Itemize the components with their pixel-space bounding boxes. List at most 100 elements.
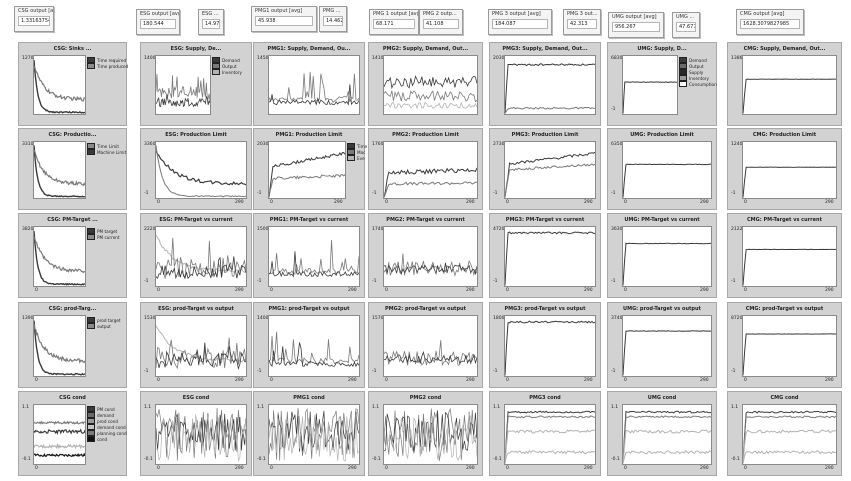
legend-label: Demand [689,57,707,63]
plot-title: ESG cond [182,395,210,401]
plot-panel: CSG cond 1.1 -0.1 0 PM cond demand prod cond de… [18,391,127,476]
plot-area [622,141,712,199]
legend-item: Consumption [679,81,717,87]
monitor-label: ESG output [avg] [140,11,179,17]
plot-panel: CSG: Sinks ... 1270 Time required Time prod… [18,42,128,126]
y-max-label: 2030 [257,142,269,147]
plot-series-line [505,430,595,463]
output-monitor: CSG output [avg] 1.3316375481215 [14,6,54,32]
legend-swatch [87,63,95,69]
plot-area [383,315,478,377]
x-min-label: 0 [744,466,747,471]
y-max-label: 6350 [611,142,623,147]
x-min-label: 0 [385,466,388,471]
x-max-label: 290 [348,466,357,471]
plot-legend: Demand Output Supply Inventory Consumption [679,57,717,87]
plot-panel: CSG: prod-Targ... 1390 0 prod target output [18,302,127,388]
plot-area [155,226,247,287]
legend-label: Time [357,143,368,149]
plot-series-line [623,164,711,197]
plot-lines [384,316,477,376]
plot-series-line [269,414,359,461]
y-min-label: -1 [611,279,616,284]
plot-lines [156,316,246,376]
plot-panel: ESG: Supply, De... 1400 Demand Output Invent… [140,42,252,126]
legend-swatch [87,412,95,418]
plot-panel: UMG: prod-Target vs output 3740 -1 0 290 [607,302,717,388]
monitor-label: UMG output [avg] [612,14,657,20]
legend-item: prod target [87,317,121,323]
legend-swatch [212,63,220,69]
y-min-label: -0.1 [257,457,266,462]
plot-area [504,141,596,199]
plot-series-line [269,342,359,366]
y-max-label: 1400 [257,316,269,321]
plot-series-line [34,60,85,113]
x-min-label: 0 [624,200,627,205]
plot-series-line [34,231,85,285]
plot-title: ESG: prod-Target vs output [158,306,234,312]
legend-swatch [87,228,95,234]
x-max-label: 290 [235,466,244,471]
legend-swatch [87,424,95,430]
plot-area [33,226,86,287]
legend-swatch [679,63,687,69]
plot-series-line [505,321,595,375]
output-monitor: UMG output [avg] 956.267 [608,12,664,38]
output-monitor: ESG output [avg] 180.544 [136,9,180,35]
plot-area [504,404,596,465]
x-max-label: 290 [235,200,244,205]
monitor-label: PMG1 output [avg] [255,8,303,14]
plot-series-line [623,411,711,463]
plot-series-line [384,168,477,197]
plot-area [383,404,478,465]
legend-item: Demand [679,57,710,63]
plot-panel: CSG: PM-Target ... 3820 0 PM target PM curre… [18,213,127,298]
x-min-label: 0 [157,466,160,471]
plot-panel: PMG2: PM-Target vs current 1740 -1 0 290 [368,213,483,298]
legend-swatch [679,81,687,87]
plot-panel: PMG1: Production Limit 2030 -1 0 290 Time Mac E… [253,128,368,210]
plot-series-line [743,249,836,285]
x-min-label: 0 [385,378,388,383]
legend-item: demand cond [87,424,126,430]
plot-lines [743,227,836,286]
plot-legend: prod target output [87,317,121,329]
plot-title: PMG3: Production Limit [511,132,579,138]
plot-panel: PMG2: Supply, Demand, Out... 1410 [368,42,483,126]
y-max-label: 4720 [493,227,505,232]
plot-panel: PMG1: PM-Target vs current 1500 -1 0 290 [253,213,365,298]
y-min-label: -1 [611,191,616,196]
plot-area [383,55,478,115]
plot-title: PMG2: Production Limit [392,132,459,138]
plot-series-line [623,416,711,463]
plot-title: PMG1: PM-Target vs current [269,217,349,223]
legend-item: PM current [87,234,120,240]
plot-panel: PMG1: prod-Target vs output 1400 -1 0 290 [253,302,365,388]
plot-series-line [743,411,836,463]
plot-lines [505,227,595,286]
plot-series-line [34,324,85,362]
plot-lines [623,316,711,376]
monitor-value: 42.313 [567,19,597,29]
plot-series-line [156,238,246,279]
plot-series-line [623,82,677,114]
plot-panel: PMG3: Production Limit 2730 -1 0 290 [489,128,601,210]
legend-item: Demand [212,57,245,63]
plot-legend: PM target PM current [87,228,120,240]
plot-series-line [743,451,836,464]
plot-title: PMG1: Supply, Demand, Ou... [267,46,351,52]
plot-title: PMG3 cond [529,395,561,401]
legend-label: Inventory [222,69,243,75]
monitor-value: 184.087 [492,19,548,29]
plot-area [622,55,678,115]
x-min-label: 0 [385,200,388,205]
x-max-label: 290 [825,288,834,293]
x-max-label: 290 [700,200,709,205]
x-max-label: 290 [466,466,475,471]
plot-series-line [505,451,595,464]
plot-series-line [269,84,359,104]
output-monitor: CMG output [avg] 1628.3079827985 [736,9,804,35]
y-min-label: -1 [372,279,377,284]
legend-label: Inventory [689,75,710,81]
